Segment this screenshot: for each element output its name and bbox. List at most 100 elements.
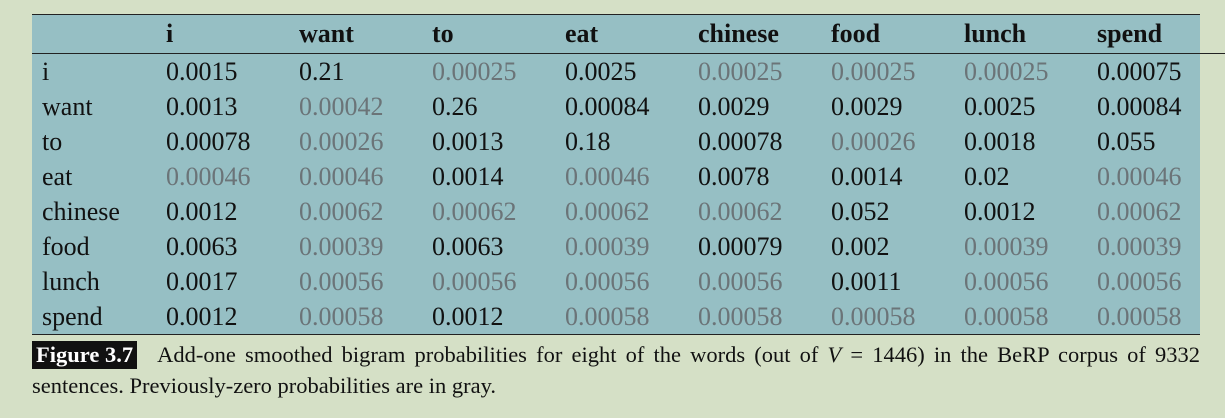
table-body: i 0.0015 0.21 0.00025 0.0025 0.00025 0.00025 0.… xyxy=(32,54,1225,335)
table-row: chinese 0.0012 0.00062 0.00062 0.00062 0.0006… xyxy=(32,194,1225,229)
probability-cell: 0.0012 xyxy=(166,302,238,331)
probability-cell: 0.02 xyxy=(964,162,1010,191)
probability-cell: 0.00025 xyxy=(831,57,916,86)
table-row: food 0.0063 0.00039 0.0063 0.00039 0.00079 0.0… xyxy=(32,229,1225,264)
probability-cell: 0.00058 xyxy=(698,302,783,331)
probability-cell: 0.00056 xyxy=(432,267,517,296)
bigram-probability-table: i want to eat chinese food lunch spend i 0.0015 0… xyxy=(32,15,1225,334)
table-corner-cell xyxy=(32,15,166,54)
probability-cell: 0.0078 xyxy=(698,162,770,191)
probability-cell: 0.0063 xyxy=(432,232,504,261)
probability-cell: 0.18 xyxy=(565,127,611,156)
probability-cell: 0.0015 xyxy=(166,57,238,86)
probability-cell: 0.0017 xyxy=(166,267,238,296)
probability-cell: 0.00025 xyxy=(964,57,1049,86)
probability-cell: 0.00039 xyxy=(1097,232,1182,261)
probability-cell: 0.00062 xyxy=(698,197,783,226)
column-header-chinese: chinese xyxy=(698,19,779,48)
probability-cell: 0.0018 xyxy=(964,127,1036,156)
probability-cell: 0.0013 xyxy=(432,127,504,156)
figure: i want to eat chinese food lunch spend i 0.0015 0… xyxy=(32,14,1225,401)
column-header-eat: eat xyxy=(565,19,599,48)
probability-cell: 0.00042 xyxy=(299,92,384,121)
column-header-food: food xyxy=(831,19,881,48)
probability-cell: 0.0012 xyxy=(432,302,504,331)
probability-cell: 0.0012 xyxy=(964,197,1036,226)
probability-cell: 0.0012 xyxy=(166,197,238,226)
column-header-want: want xyxy=(299,19,354,48)
table-row: i 0.0015 0.21 0.00025 0.0025 0.00025 0.00025 0.… xyxy=(32,54,1225,90)
probability-cell: 0.00046 xyxy=(299,162,384,191)
probability-cell: 0.26 xyxy=(432,92,478,121)
probability-cell: 0.00039 xyxy=(565,232,650,261)
probability-cell: 0.00025 xyxy=(432,57,517,86)
figure-caption: Figure 3.7 Add-one smoothed bigram probab… xyxy=(32,339,1200,401)
row-label-eat: eat xyxy=(42,162,73,191)
bigram-table-panel: i want to eat chinese food lunch spend i 0.0015 0… xyxy=(32,14,1225,335)
probability-cell: 0.00079 xyxy=(698,232,783,261)
probability-cell: 0.0025 xyxy=(964,92,1036,121)
column-header-lunch: lunch xyxy=(964,19,1027,48)
probability-cell: 0.055 xyxy=(1097,127,1156,156)
probability-cell: 0.00056 xyxy=(1097,267,1182,296)
probability-cell: 0.00058 xyxy=(299,302,384,331)
probability-cell: 0.21 xyxy=(299,57,345,86)
probability-cell: 0.0025 xyxy=(565,57,637,86)
probability-cell: 0.00062 xyxy=(299,197,384,226)
probability-cell: 0.00056 xyxy=(698,267,783,296)
probability-cell: 0.00078 xyxy=(698,127,783,156)
probability-cell: 0.00058 xyxy=(831,302,916,331)
caption-math-variable: V xyxy=(827,342,842,367)
probability-cell: 0.00046 xyxy=(166,162,251,191)
row-label-food: food xyxy=(42,232,90,261)
row-label-to: to xyxy=(42,127,63,156)
probability-cell: 0.00078 xyxy=(166,127,251,156)
table-row: spend 0.0012 0.00058 0.0012 0.00058 0.00058 0.… xyxy=(32,299,1225,334)
probability-cell: 0.00075 xyxy=(1097,57,1182,86)
column-header-spend: spend xyxy=(1097,19,1163,48)
probability-cell: 0.00058 xyxy=(1097,302,1182,331)
column-header-to: to xyxy=(432,19,454,48)
probability-cell: 0.00039 xyxy=(964,232,1049,261)
probability-cell: 0.00062 xyxy=(432,197,517,226)
probability-cell: 0.0011 xyxy=(831,267,902,296)
row-label-want: want xyxy=(42,92,93,121)
probability-cell: 0.00039 xyxy=(299,232,384,261)
probability-cell: 0.00026 xyxy=(831,127,916,156)
probability-cell: 0.00056 xyxy=(299,267,384,296)
table-row: want 0.0013 0.00042 0.26 0.00084 0.0029 0.0029… xyxy=(32,89,1225,124)
probability-cell: 0.00026 xyxy=(299,127,384,156)
probability-cell: 0.002 xyxy=(831,232,890,261)
probability-cell: 0.00062 xyxy=(1097,197,1182,226)
probability-cell: 0.00084 xyxy=(565,92,650,121)
probability-cell: 0.00084 xyxy=(1097,92,1182,121)
row-label-i: i xyxy=(42,57,50,86)
probability-cell: 0.00058 xyxy=(964,302,1049,331)
probability-cell: 0.0013 xyxy=(166,92,238,121)
table-row: eat 0.00046 0.00046 0.0014 0.00046 0.0078 0.00… xyxy=(32,159,1225,194)
probability-cell: 0.0014 xyxy=(432,162,504,191)
probability-cell: 0.0014 xyxy=(831,162,903,191)
row-label-chinese: chinese xyxy=(42,197,120,226)
probability-cell: 0.0029 xyxy=(698,92,770,121)
probability-cell: 0.00058 xyxy=(565,302,650,331)
probability-cell: 0.00046 xyxy=(1097,162,1182,191)
probability-cell: 0.00056 xyxy=(964,267,1049,296)
probability-cell: 0.0029 xyxy=(831,92,903,121)
probability-cell: 0.0063 xyxy=(166,232,238,261)
table-row: to 0.00078 0.00026 0.0013 0.18 0.00078 0.00026… xyxy=(32,124,1225,159)
caption-text-end: ) in the BeRP corpus of 9332 sentences. … xyxy=(32,342,1200,398)
table-header-row: i want to eat chinese food lunch spend xyxy=(32,15,1225,54)
probability-cell: 0.00046 xyxy=(565,162,650,191)
row-label-spend: spend xyxy=(42,302,103,331)
caption-text-start: Add-one smoothed bigram probabilities fo… xyxy=(157,342,828,367)
figure-label: Figure 3.7 xyxy=(32,341,138,369)
probability-cell: 0.00025 xyxy=(698,57,783,86)
probability-cell: 0.00062 xyxy=(565,197,650,226)
table-row: lunch 0.0017 0.00056 0.00056 0.00056 0.00056 0… xyxy=(32,264,1225,299)
caption-math-value: = 1446 xyxy=(841,342,918,367)
column-header-i: i xyxy=(166,19,174,48)
probability-cell: 0.052 xyxy=(831,197,890,226)
row-label-lunch: lunch xyxy=(42,267,100,296)
probability-cell: 0.00056 xyxy=(565,267,650,296)
